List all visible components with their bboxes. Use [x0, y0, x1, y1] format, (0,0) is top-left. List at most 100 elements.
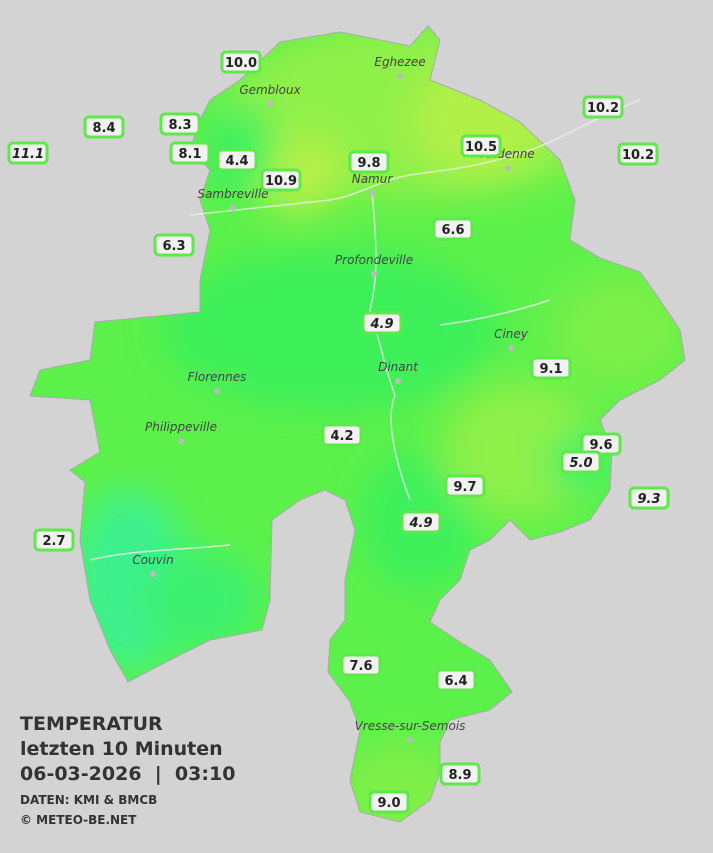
station-box [220, 50, 262, 74]
station-box [216, 148, 258, 172]
station-value: 10.2 [622, 148, 654, 163]
station-value: 4.2 [330, 429, 353, 444]
station-box [83, 115, 125, 139]
town-dot [371, 271, 377, 277]
station-value: 9.7 [453, 480, 476, 495]
station-box [361, 311, 403, 335]
station-value: 9.8 [357, 156, 380, 171]
station: 8.3 [159, 112, 201, 136]
town-label: Profondeville [335, 253, 413, 267]
station-value: 10.5 [465, 140, 497, 155]
station: 10.2 [582, 95, 624, 119]
station: 8.1 [169, 141, 211, 165]
station-value: 5.0 [569, 456, 592, 471]
station: 9.6 [580, 432, 622, 456]
station-box [432, 217, 474, 241]
station: 6.4 [435, 668, 477, 692]
station: 9.8 [348, 150, 390, 174]
town-label: Dinant [378, 360, 419, 374]
station: 10.2 [617, 142, 659, 166]
station-value: 7.6 [349, 659, 372, 674]
station: 7.6 [340, 653, 382, 677]
town-label: Couvin [132, 553, 173, 567]
station-value: 4.4 [225, 154, 248, 169]
station-value: 9.1 [539, 362, 562, 377]
town-label: Philippeville [145, 420, 217, 434]
station-value: 11.1 [12, 147, 44, 162]
station: 5.0 [560, 450, 602, 474]
station: 4.9 [400, 510, 442, 534]
station-box [617, 142, 659, 166]
station: 4.2 [321, 423, 363, 447]
station-box [368, 790, 410, 814]
station-value: 9.0 [377, 796, 400, 811]
town-dot [267, 101, 273, 107]
town-label: Eghezee [374, 55, 425, 69]
town-dot [397, 73, 403, 79]
town-label: Sambreville [197, 187, 268, 201]
station-value: 10.0 [225, 56, 257, 71]
station: 4.9 [361, 311, 403, 335]
station-value: 2.7 [42, 534, 65, 549]
station-value: 10.9 [265, 174, 297, 189]
station: 9.7 [444, 474, 486, 498]
station-box [460, 134, 502, 158]
station-value: 4.9 [408, 516, 432, 531]
station-box [159, 112, 201, 136]
station-value: 6.6 [441, 223, 464, 238]
station: 9.0 [368, 790, 410, 814]
station-box [628, 486, 670, 510]
station-value: 8.3 [168, 118, 191, 133]
town-dot [178, 438, 184, 444]
town-dot [214, 388, 220, 394]
town-dot [508, 345, 514, 351]
station: 9.1 [530, 356, 572, 380]
station-value: 8.9 [448, 768, 471, 783]
rivers [89, 99, 641, 561]
town-label: Vresse-sur-Semois [355, 719, 466, 733]
title: TEMPERATUR [20, 713, 163, 735]
town-label: Gembloux [239, 83, 301, 97]
copyright: © METEO-BE.NET [20, 813, 137, 827]
station-value: 6.3 [162, 239, 185, 254]
station-box [340, 653, 382, 677]
station: 8.4 [83, 115, 125, 139]
station: 2.7 [33, 528, 75, 552]
station-box [7, 141, 49, 165]
town-dot [395, 378, 401, 384]
station-box [435, 668, 477, 692]
station: 10.9 [260, 168, 302, 192]
subtitle: letzten 10 Minuten [20, 738, 223, 760]
town-dot [407, 737, 413, 743]
town-dot [150, 571, 156, 577]
station: 10.0 [220, 50, 262, 74]
station-box [169, 141, 211, 165]
station: 4.4 [216, 148, 258, 172]
town-dot [369, 190, 375, 196]
station-box [260, 168, 302, 192]
station: 6.6 [432, 217, 474, 241]
station-value: 6.4 [444, 674, 467, 689]
town-label: Namur [352, 172, 394, 186]
source: DATEN: KMI & BMCB [20, 793, 157, 807]
station-box [530, 356, 572, 380]
station: 10.5 [460, 134, 502, 158]
station-box [321, 423, 363, 447]
station-value: 9.6 [589, 438, 612, 453]
station-box [348, 150, 390, 174]
station-box [33, 528, 75, 552]
station-value: 9.3 [637, 492, 660, 507]
town-dot [230, 205, 236, 211]
station-value: 10.2 [587, 101, 619, 116]
station: 11.1 [7, 141, 49, 165]
station-value: 8.4 [92, 121, 115, 136]
station-value: 8.1 [178, 147, 201, 162]
station-box [400, 510, 442, 534]
station-value: 4.9 [369, 317, 393, 332]
station-box [439, 762, 481, 786]
station-box [444, 474, 486, 498]
station: 6.3 [153, 233, 195, 257]
town-label: Ciney [494, 327, 529, 341]
town-label: Florennes [188, 370, 247, 384]
